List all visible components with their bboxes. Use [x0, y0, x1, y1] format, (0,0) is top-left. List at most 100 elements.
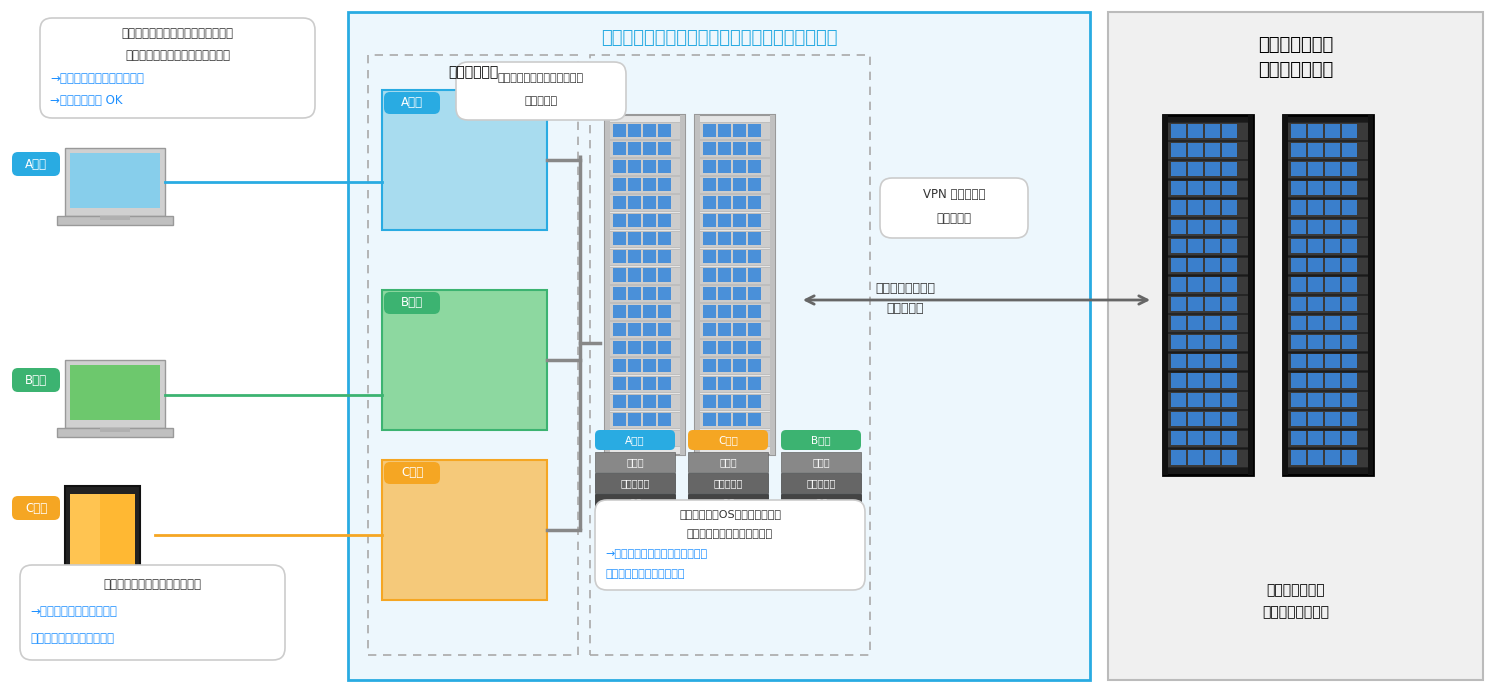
- Bar: [698, 140, 771, 157]
- Bar: [747, 359, 761, 372]
- Bar: [613, 196, 625, 209]
- Bar: [658, 323, 672, 336]
- Bar: [1284, 115, 1373, 475]
- Bar: [1325, 277, 1340, 292]
- Bar: [698, 194, 771, 211]
- Bar: [1342, 296, 1356, 310]
- Text: データセンター: データセンター: [1258, 36, 1333, 54]
- Bar: [718, 141, 731, 155]
- Bar: [1307, 162, 1324, 176]
- Bar: [1205, 162, 1219, 176]
- Bar: [1163, 115, 1167, 475]
- Bar: [613, 413, 625, 427]
- Bar: [747, 196, 761, 209]
- Bar: [1188, 296, 1203, 310]
- Bar: [613, 159, 625, 173]
- Bar: [628, 159, 640, 173]
- Bar: [1170, 143, 1187, 157]
- Bar: [643, 251, 657, 263]
- Bar: [1291, 220, 1306, 234]
- Bar: [747, 413, 761, 427]
- Bar: [1291, 412, 1306, 426]
- Bar: [1291, 316, 1306, 330]
- Bar: [1205, 412, 1219, 426]
- Bar: [698, 230, 771, 247]
- FancyBboxPatch shape: [384, 462, 441, 484]
- Bar: [1167, 218, 1249, 236]
- Text: OS: OS: [721, 499, 736, 509]
- Bar: [703, 287, 716, 299]
- Bar: [1368, 115, 1373, 475]
- Bar: [1286, 218, 1368, 236]
- Bar: [1222, 239, 1237, 253]
- Bar: [1325, 316, 1340, 330]
- Bar: [658, 123, 672, 136]
- Bar: [1188, 220, 1203, 234]
- Text: アプリ: アプリ: [812, 457, 829, 467]
- Bar: [1307, 412, 1324, 426]
- Bar: [658, 395, 672, 409]
- Bar: [688, 494, 768, 514]
- Bar: [609, 322, 680, 338]
- Bar: [747, 305, 761, 317]
- Bar: [1342, 123, 1356, 138]
- Bar: [1188, 373, 1203, 388]
- Bar: [782, 452, 861, 472]
- Bar: [658, 196, 672, 209]
- Bar: [1170, 431, 1187, 445]
- Bar: [628, 377, 640, 390]
- Bar: [628, 395, 640, 409]
- Bar: [1163, 115, 1254, 475]
- Bar: [383, 460, 546, 600]
- Bar: [1291, 296, 1306, 310]
- Bar: [609, 394, 680, 410]
- Bar: [747, 395, 761, 409]
- Bar: [1284, 115, 1288, 475]
- Bar: [695, 115, 700, 455]
- Bar: [1170, 162, 1187, 176]
- Bar: [1170, 393, 1187, 407]
- Bar: [1188, 239, 1203, 253]
- Bar: [718, 159, 731, 173]
- FancyBboxPatch shape: [782, 430, 861, 450]
- Bar: [613, 123, 625, 136]
- Bar: [698, 322, 771, 338]
- Bar: [609, 140, 680, 157]
- Bar: [643, 341, 657, 354]
- Bar: [1286, 237, 1368, 255]
- Bar: [703, 214, 716, 227]
- Bar: [1342, 162, 1356, 176]
- Bar: [643, 159, 657, 173]
- Bar: [1170, 335, 1187, 349]
- Bar: [1286, 276, 1368, 294]
- Bar: [613, 269, 625, 281]
- Bar: [1307, 277, 1324, 292]
- Bar: [1307, 220, 1324, 234]
- Bar: [718, 413, 731, 427]
- Text: VPN や専用線で: VPN や専用線で: [923, 189, 986, 201]
- Bar: [1188, 316, 1203, 330]
- Bar: [383, 290, 546, 430]
- Bar: [658, 269, 672, 281]
- Bar: [590, 55, 870, 655]
- Bar: [1307, 354, 1324, 368]
- Bar: [1342, 431, 1356, 445]
- Bar: [718, 359, 731, 372]
- Bar: [1286, 353, 1368, 370]
- Bar: [609, 430, 680, 447]
- Bar: [747, 141, 761, 155]
- Bar: [1167, 372, 1249, 390]
- Bar: [57, 216, 173, 225]
- Bar: [383, 90, 546, 230]
- Text: 安全に接続: 安全に接続: [937, 212, 971, 226]
- Bar: [643, 269, 657, 281]
- Bar: [747, 377, 761, 390]
- Text: ストレージ: ストレージ: [713, 478, 743, 488]
- Bar: [1291, 181, 1306, 196]
- Bar: [658, 305, 672, 317]
- Bar: [1205, 335, 1219, 349]
- Bar: [718, 178, 731, 191]
- Bar: [1325, 373, 1340, 388]
- Bar: [733, 341, 746, 354]
- Bar: [628, 341, 640, 354]
